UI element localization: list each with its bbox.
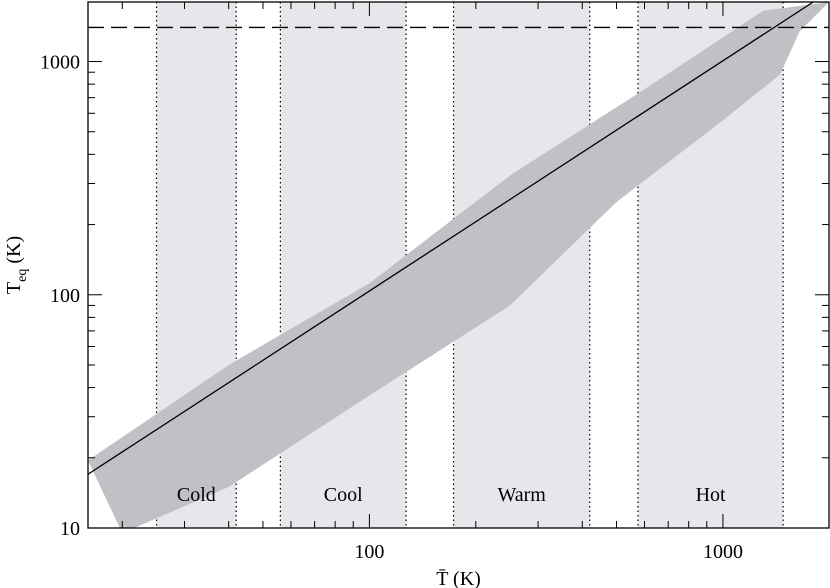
region-label-cool: Cool: [324, 484, 363, 506]
scatter-band: [88, 2, 829, 528]
axes-layer: 100 1000 10 100 1000: [40, 1, 830, 563]
x-tick-label: 1000: [703, 541, 743, 563]
x-tick-label: 100: [354, 541, 384, 563]
one-to-one-line: [88, 2, 814, 475]
x-axis-title: T̄ (K): [436, 568, 481, 588]
band-layer: [88, 2, 829, 528]
y-tick-label: 10: [60, 518, 80, 540]
region-label-cold: Cold: [177, 484, 216, 506]
plot-frame: [87, 1, 830, 529]
lines-layer: [88, 2, 829, 475]
region-cool-shade: [280, 2, 407, 528]
labels-layer: Cold Cool Warm Hot T̄ (K) Teq (K): [3, 236, 726, 588]
region-label-warm: Warm: [497, 484, 546, 506]
y-tick-label: 1000: [40, 52, 80, 74]
region-label-hot: Hot: [696, 484, 726, 506]
y-axis-title: Teq (K): [3, 236, 30, 294]
y-tick-label: 100: [50, 285, 80, 307]
